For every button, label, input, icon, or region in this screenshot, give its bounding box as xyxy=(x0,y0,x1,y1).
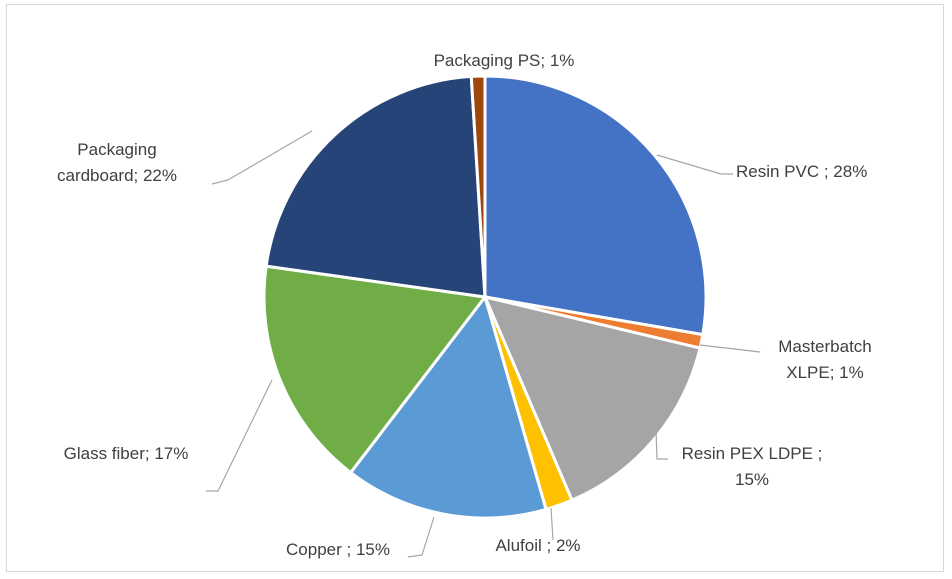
data-label: Resin PVC ; 28% xyxy=(736,162,867,181)
leader-line xyxy=(699,344,761,353)
slice-glass-fiber xyxy=(262,264,488,475)
pie-slices xyxy=(262,74,708,520)
data-label: Packaging cardboard; 22% xyxy=(57,140,177,185)
leader-line xyxy=(206,379,273,492)
data-label: Packaging PS; 1% xyxy=(434,51,575,70)
slice-packaging-ps xyxy=(469,74,487,298)
data-label: Copper ; 15% xyxy=(286,540,390,559)
leader-line xyxy=(655,429,668,460)
leader-line xyxy=(407,516,435,558)
data-label: Glass fiber; 17% xyxy=(64,444,189,463)
slice-resin-pvc xyxy=(483,74,708,337)
data-label: Resin PEX LDPE ; 15% xyxy=(682,444,823,489)
leader-line xyxy=(211,130,313,185)
data-label: Alufoil ; 2% xyxy=(495,536,580,555)
slice-resin-pex-ldpe xyxy=(482,294,702,503)
slice-packaging-cardboard xyxy=(264,74,487,299)
data-label: Masterbatch XLPE; 1% xyxy=(778,337,872,382)
leader-lines xyxy=(206,130,761,558)
leader-line xyxy=(550,507,554,541)
slice-labels: Resin PVC ; 28% Masterbatch XLPE; 1% Resin … xyxy=(57,51,872,559)
leader-line xyxy=(656,154,733,175)
slice-copper xyxy=(348,293,548,520)
